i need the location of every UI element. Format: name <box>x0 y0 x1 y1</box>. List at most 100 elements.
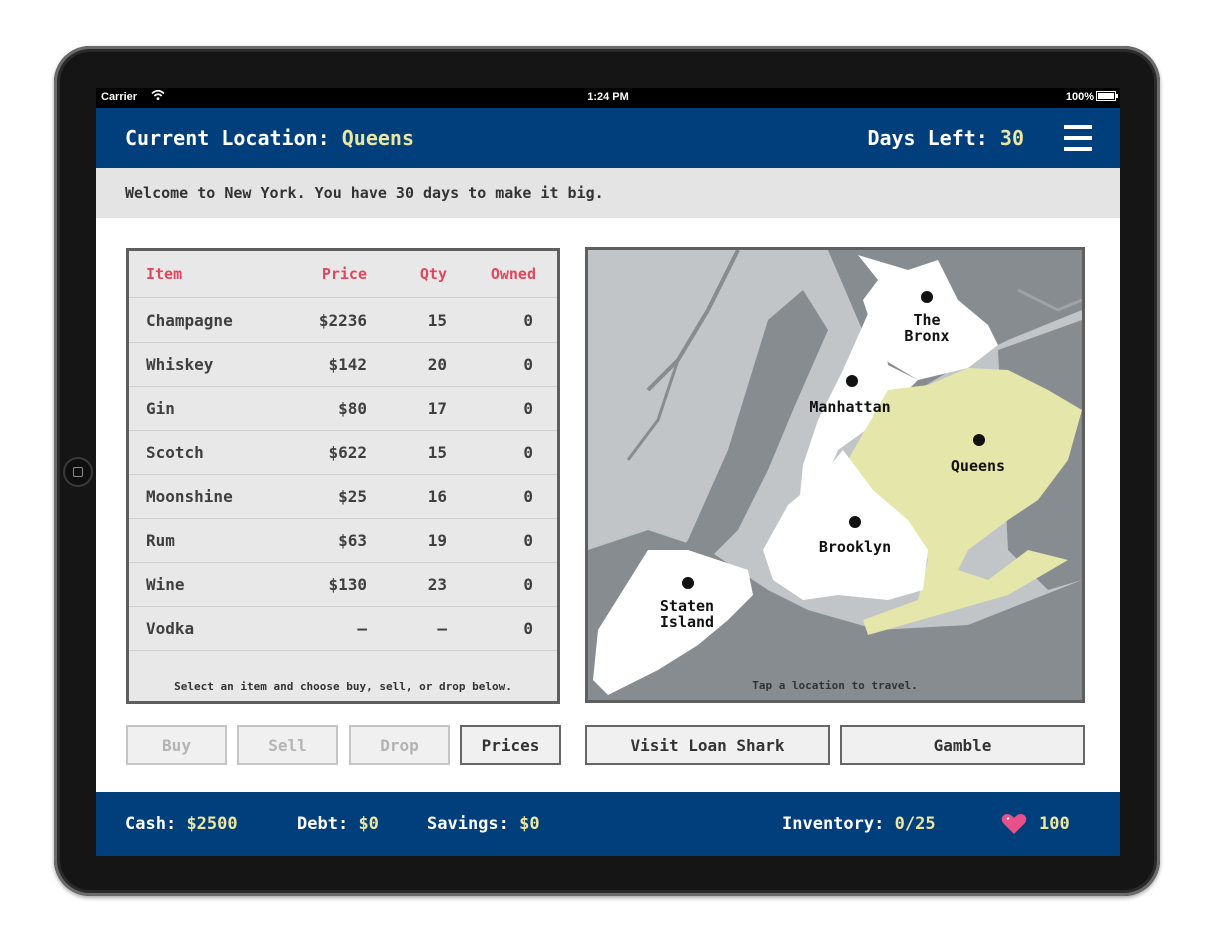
column-header-price: Price <box>321 265 367 283</box>
home-button[interactable] <box>63 457 93 487</box>
item-owned: 0 <box>523 619 533 638</box>
borough-bronx-shape <box>858 255 998 380</box>
table-row[interactable]: Wine $130 23 0 <box>129 562 557 607</box>
cash-label: Cash: <box>125 814 177 834</box>
location-label: Current Location: <box>125 126 330 150</box>
table-row[interactable]: Moonshine $25 16 0 <box>129 474 557 519</box>
travel-bronx[interactable] <box>868 270 988 360</box>
item-qty: 23 <box>427 575 447 594</box>
item-owned: 0 <box>523 531 533 550</box>
savings-label: Savings: <box>427 814 509 834</box>
item-qty: 16 <box>427 487 447 506</box>
marker-manhattan <box>846 375 858 387</box>
marker-queens <box>973 434 985 446</box>
inventory-value: 0/25 <box>894 814 936 834</box>
table-row[interactable]: Scotch $622 15 0 <box>129 430 557 475</box>
heart-icon <box>1001 814 1027 834</box>
app-screen: Carrier 1:24 PM 100% Current Location: Q… <box>96 88 1120 856</box>
current-location: Current Location: Queens <box>125 126 414 150</box>
drop-button[interactable]: Drop <box>349 725 450 765</box>
health-value: 100 <box>1039 814 1070 834</box>
message-banner: Welcome to New York. You have 30 days to… <box>96 168 1120 218</box>
item-name: Champagne <box>146 311 233 330</box>
item-qty: 19 <box>427 531 447 550</box>
item-owned: 0 <box>523 399 533 418</box>
marker-bronx <box>921 291 933 303</box>
item-owned: 0 <box>523 311 533 330</box>
item-name: Scotch <box>146 443 204 462</box>
item-price: $2236 <box>318 311 367 330</box>
days-left: Days Left: 30 <box>867 126 1024 150</box>
marker-brooklyn <box>849 516 861 528</box>
welcome-message: Welcome to New York. You have 30 days to… <box>125 184 604 202</box>
item-price: $130 <box>328 575 367 594</box>
map-hint: Tap a location to travel. <box>752 679 918 692</box>
item-price: – <box>357 619 367 638</box>
item-owned: 0 <box>523 575 533 594</box>
label-staten-island-line2: Island <box>660 613 714 631</box>
savings-stat: Savings: $0 <box>427 814 540 834</box>
days-label: Days Left: <box>867 126 988 150</box>
nyc-map: The Bronx Manhattan Queens Brooklyn Stat… <box>585 247 1085 703</box>
item-name: Whiskey <box>146 355 214 374</box>
borough-manhattan-shape <box>798 290 918 515</box>
travel-queens[interactable] <box>928 420 1048 490</box>
buy-button[interactable]: Buy <box>126 725 227 765</box>
item-price: $80 <box>338 399 367 418</box>
item-price: $25 <box>338 487 367 506</box>
top-bar: Current Location: Queens Days Left: 30 <box>96 108 1120 168</box>
item-owned: 0 <box>523 355 533 374</box>
table-row[interactable]: Gin $80 17 0 <box>129 386 557 431</box>
item-price: $142 <box>328 355 367 374</box>
prices-button[interactable]: Prices <box>460 725 561 765</box>
table-row[interactable]: Whiskey $142 20 0 <box>129 342 557 387</box>
column-header-qty: Qty <box>419 265 447 283</box>
hamburger-menu-icon[interactable] <box>1064 125 1092 151</box>
clock: 1:24 PM <box>587 91 629 103</box>
inventory-stat: Inventory: 0/25 <box>782 814 936 834</box>
battery-percent: 100% <box>1065 91 1094 103</box>
map-graphic: The Bronx Manhattan Queens Brooklyn Stat… <box>588 250 1082 700</box>
item-qty: 20 <box>427 355 447 374</box>
location-value: Queens <box>341 126 414 150</box>
inventory-label: Inventory: <box>782 814 885 834</box>
market-table: Item Price Qty Owned Champagne $2236 15 … <box>126 248 560 704</box>
label-bronx-line1: The <box>913 311 940 329</box>
table-row[interactable]: Rum $63 19 0 <box>129 518 557 563</box>
borough-brooklyn-shape <box>763 450 928 600</box>
item-name: Vodka <box>146 619 195 638</box>
item-qty: 15 <box>427 311 447 330</box>
travel-manhattan[interactable] <box>798 365 908 425</box>
cash-value: $2500 <box>186 814 238 834</box>
column-header-item: Item <box>146 265 183 283</box>
label-bronx-line2: Bronx <box>904 327 949 345</box>
home-square-icon <box>73 467 83 477</box>
item-qty: 15 <box>427 443 447 462</box>
item-owned: 0 <box>523 487 533 506</box>
label-staten-island-line1: Staten <box>660 597 714 615</box>
borough-queens-shape <box>848 368 1082 635</box>
wifi-icon <box>151 89 165 104</box>
travel-staten-island[interactable] <box>628 565 748 645</box>
table-row[interactable]: Vodka – – 0 <box>129 606 557 651</box>
table-row[interactable]: Champagne $2236 15 0 <box>129 298 557 343</box>
item-name: Rum <box>146 531 175 550</box>
savings-value: $0 <box>519 814 540 834</box>
item-qty: – <box>437 619 447 638</box>
gamble-button[interactable]: Gamble <box>840 725 1085 765</box>
item-name: Moonshine <box>146 487 233 506</box>
item-price: $63 <box>338 531 367 550</box>
item-qty: 17 <box>427 399 447 418</box>
item-price: $622 <box>328 443 367 462</box>
table-header: Item Price Qty Owned <box>129 251 557 298</box>
visit-loan-shark-button[interactable]: Visit Loan Shark <box>585 725 830 765</box>
debt-stat: Debt: $0 <box>297 814 379 834</box>
cash-stat: Cash: $2500 <box>125 814 238 834</box>
sell-button[interactable]: Sell <box>237 725 338 765</box>
item-owned: 0 <box>523 443 533 462</box>
item-name: Gin <box>146 399 175 418</box>
travel-brooklyn[interactable] <box>798 500 918 570</box>
bottom-bar: Cash: $2500 Debt: $0 Savings: $0 Invento… <box>96 792 1120 856</box>
label-brooklyn: Brooklyn <box>819 538 891 556</box>
battery-indicator: 100% <box>1065 91 1118 103</box>
